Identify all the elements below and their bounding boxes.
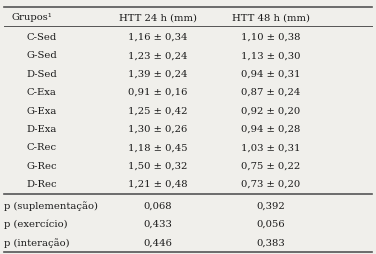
Text: 1,25 ± 0,42: 1,25 ± 0,42 <box>128 106 188 115</box>
Text: 1,50 ± 0,32: 1,50 ± 0,32 <box>128 161 188 170</box>
Text: 1,30 ± 0,26: 1,30 ± 0,26 <box>128 124 188 133</box>
Text: G-Sed: G-Sed <box>26 51 57 60</box>
Text: C-Sed: C-Sed <box>26 33 56 42</box>
Text: 0,446: 0,446 <box>144 237 172 246</box>
Text: 1,21 ± 0,48: 1,21 ± 0,48 <box>128 179 188 188</box>
Text: D-Sed: D-Sed <box>26 70 57 78</box>
Text: p (suplementação): p (suplementação) <box>4 200 98 210</box>
Text: 1,39 ± 0,24: 1,39 ± 0,24 <box>128 70 188 78</box>
Text: 0,056: 0,056 <box>256 219 285 228</box>
Text: D-Rec: D-Rec <box>26 179 57 188</box>
Text: 0,383: 0,383 <box>256 237 285 246</box>
Text: HTT 48 h (mm): HTT 48 h (mm) <box>232 13 310 22</box>
Text: Grupos¹: Grupos¹ <box>11 13 52 22</box>
Text: 0,73 ± 0,20: 0,73 ± 0,20 <box>241 179 300 188</box>
Text: 0,94 ± 0,28: 0,94 ± 0,28 <box>241 124 300 133</box>
Text: p (exercício): p (exercício) <box>4 219 67 228</box>
Text: C-Exa: C-Exa <box>26 88 56 97</box>
Text: 0,392: 0,392 <box>256 201 285 210</box>
Text: 1,10 ± 0,38: 1,10 ± 0,38 <box>241 33 300 42</box>
Text: 0,91 ± 0,16: 0,91 ± 0,16 <box>128 88 188 97</box>
Text: 1,23 ± 0,24: 1,23 ± 0,24 <box>128 51 188 60</box>
Text: 1,16 ± 0,34: 1,16 ± 0,34 <box>128 33 188 42</box>
Text: G-Exa: G-Exa <box>26 106 57 115</box>
Text: 0,433: 0,433 <box>144 219 172 228</box>
Text: 1,18 ± 0,45: 1,18 ± 0,45 <box>128 143 188 152</box>
Text: G-Rec: G-Rec <box>26 161 57 170</box>
Text: 0,068: 0,068 <box>144 201 172 210</box>
Text: 0,94 ± 0,31: 0,94 ± 0,31 <box>241 70 300 78</box>
Text: HTT 24 h (mm): HTT 24 h (mm) <box>119 13 197 22</box>
Text: 1,03 ± 0,31: 1,03 ± 0,31 <box>241 143 300 152</box>
Text: C-Rec: C-Rec <box>26 143 56 152</box>
Text: 0,87 ± 0,24: 0,87 ± 0,24 <box>241 88 300 97</box>
Text: 0,75 ± 0,22: 0,75 ± 0,22 <box>241 161 300 170</box>
Text: 1,13 ± 0,30: 1,13 ± 0,30 <box>241 51 300 60</box>
Text: 0,92 ± 0,20: 0,92 ± 0,20 <box>241 106 300 115</box>
Text: p (interação): p (interação) <box>4 237 70 247</box>
Text: D-Exa: D-Exa <box>26 124 57 133</box>
